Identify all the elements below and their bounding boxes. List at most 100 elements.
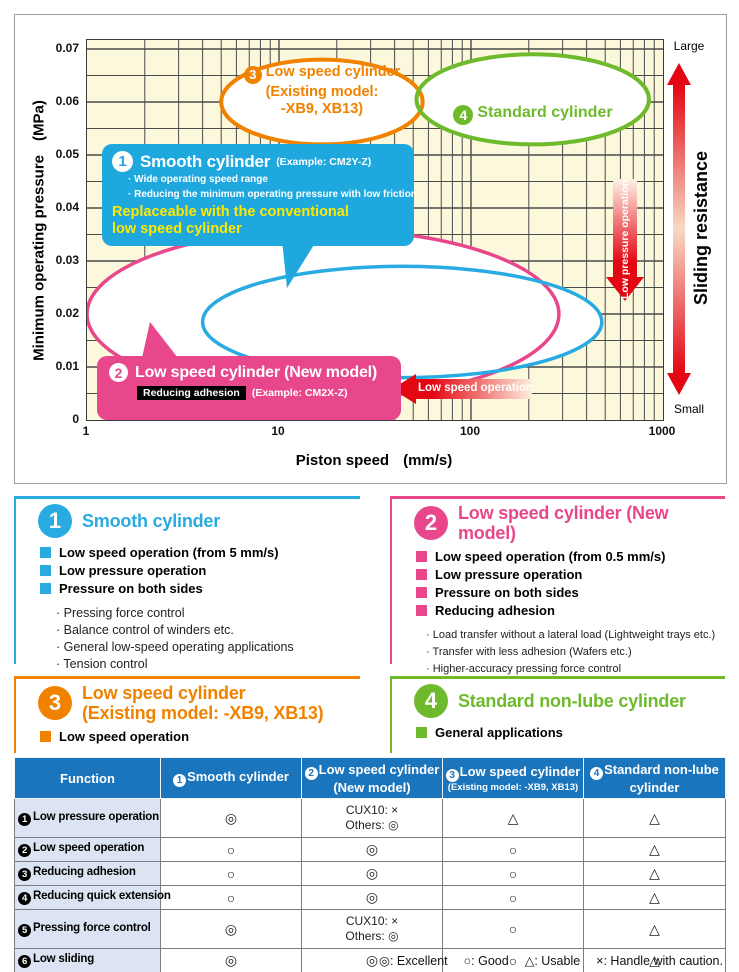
- row-number-badge: 3: [18, 868, 31, 881]
- bullet-square-icon: [416, 569, 427, 580]
- section-low-speed-existing: 3 Low speed cylinder (Existing model: -XB9…: [14, 676, 360, 753]
- table-row: 6 Low sliding ◎ ◎ ○ △: [14, 948, 726, 972]
- header-number-badge: 1: [173, 774, 187, 787]
- plot-area: 3 Low speed cylinder (Existing model: -XB…: [86, 39, 664, 421]
- rating-cell: ○: [160, 885, 302, 910]
- region-label-standard-cylinder: 4 Standard cylinder: [431, 104, 635, 125]
- rating-cell: △: [583, 861, 726, 886]
- function-label: 6 Low sliding: [14, 948, 161, 972]
- y-tick-label: 0.05: [55, 147, 79, 161]
- rating-cell: ○: [442, 909, 584, 949]
- section-header: 3 Low speed cylinder (Existing model: -XB9…: [38, 683, 360, 723]
- feature-item: Pressure on both sides: [40, 580, 360, 598]
- rating-cell: ◎: [301, 861, 443, 886]
- arrow-down-head-icon: [606, 277, 644, 301]
- x-tick-label: 1: [82, 424, 90, 438]
- y-tick-label: 0.04: [55, 200, 79, 214]
- table-header-row: Function 1 Smooth cylinder 2 Low speed cylin…: [14, 757, 726, 799]
- feature-item: Low speed operation (from 0.5 mm/s): [416, 548, 725, 566]
- section-title: Standard non-lube cylinder: [458, 691, 686, 711]
- callout-title: Smooth cylinder: [140, 151, 271, 171]
- region-ellipse-low-speed-existing: [221, 59, 423, 145]
- arrow-shaft: [613, 179, 637, 277]
- application-item: · Load transfer without a lateral load (…: [426, 629, 716, 641]
- application-item: · Higher-accuracy pressing force control: [426, 663, 622, 675]
- section-subtitle: (Existing model: -XB9, XB13): [82, 703, 324, 723]
- legend-item: ○: Good: [463, 954, 509, 968]
- row-number-badge: 4: [18, 892, 31, 905]
- low-speed-new-callout: 2 Low speed cylinder (New model) Reducin…: [97, 356, 401, 420]
- table-row: 5 Pressing force control ◎ CUX10: × Others: …: [14, 909, 726, 949]
- header-number-badge: 4: [590, 766, 604, 780]
- application-item: · Balance control of winders etc.: [56, 623, 234, 637]
- x-tick-label: 10: [271, 424, 285, 438]
- section-low-speed-new: 2 Low speed cylinder (New model) Low speed…: [390, 496, 725, 675]
- region-label-existing-model: 3 Low speed cylinder (Existing model: -XB…: [220, 64, 424, 118]
- bullet-square-icon: [416, 587, 427, 598]
- reducing-adhesion-badge: Reducing adhesion: [137, 386, 246, 400]
- rating-cell: △: [583, 837, 726, 862]
- rating-cell: ○: [442, 885, 584, 910]
- feature-item: Low pressure operation: [416, 566, 725, 584]
- header-number-badge: 2: [304, 766, 318, 780]
- application-item: · Transfer with less adhesion (Wafers et…: [426, 646, 632, 658]
- column-header: Function: [14, 757, 161, 799]
- y-tick-label: 0.06: [55, 94, 79, 108]
- feature-item: Low speed operation: [40, 728, 360, 746]
- function-label: 5 Pressing force control: [14, 909, 161, 949]
- feature-item: Low speed operation (from 5 mm/s): [40, 544, 360, 562]
- rating-cell: ◎: [160, 909, 302, 949]
- bullet-square-icon: [40, 565, 51, 576]
- column-header: 2 Low speed cylinder (New model): [301, 757, 443, 799]
- rating-cell: △: [583, 948, 726, 972]
- bullet-square-icon: [40, 583, 51, 594]
- callout-title: Low speed cylinder (New model): [135, 363, 378, 381]
- application-item: · Tension control: [56, 657, 148, 671]
- function-label: 3 Reducing adhesion: [14, 861, 161, 886]
- sliding-resistance-label: Sliding resistance: [691, 150, 711, 306]
- function-comparison-table: Function 1 Smooth cylinder 2 Low speed cylin…: [14, 757, 726, 972]
- x-tick-label: 100: [459, 424, 481, 438]
- application-item: · Pressing force control: [56, 606, 185, 620]
- feature-item: Low pressure operation: [40, 562, 360, 580]
- y-axis-title: Minimum operating pressure(MPa): [30, 100, 48, 361]
- y-tick-label: 0.07: [55, 41, 79, 55]
- rating-cell: ◎: [301, 885, 443, 910]
- rating-cell: △: [442, 798, 584, 838]
- rating-cell: ○: [160, 861, 302, 886]
- arrow-shaft: [414, 379, 532, 399]
- number-1-badge: 1: [112, 151, 133, 172]
- x-axis-title: Piston speed (mm/s): [295, 452, 453, 469]
- rating-cell: △: [583, 798, 726, 838]
- rating-cell: ◎: [160, 798, 302, 838]
- callout-example: (Example: CM2X-Z): [251, 387, 348, 399]
- y-tick-label: 0: [72, 412, 79, 426]
- sliding-resistance-arrow: [667, 63, 691, 395]
- arrow-shaft: [673, 85, 685, 373]
- function-label: 4 Reducing quick extension: [14, 885, 171, 910]
- section-title: Low speed cylinder: [82, 683, 246, 703]
- bullet-square-icon: [416, 605, 427, 616]
- rating-cell: △: [583, 885, 726, 910]
- row-number-badge: 2: [18, 844, 31, 857]
- legend-item: △: Usable: [524, 954, 581, 968]
- row-number-badge: 6: [18, 955, 31, 968]
- number-4-badge: 4: [453, 105, 474, 125]
- callout-tail: [282, 240, 317, 288]
- header-number-badge: 3: [445, 768, 459, 782]
- table-row: 4 Reducing quick extension ○ ◎ ○ △: [14, 885, 726, 910]
- callout-highlight: Replaceable with the conventional low sp…: [112, 204, 349, 237]
- y-tick-label: 0.03: [55, 253, 79, 267]
- number-2-badge: 2: [109, 363, 128, 382]
- table-row: 3 Reducing adhesion ○ ◎ ○ △: [14, 861, 726, 886]
- table-legend: ◎: Excellent ○: Good △: Usable ×: Handle wi…: [363, 953, 723, 968]
- column-header: 3 Low speed cylinder (Existing model: -XB9…: [442, 757, 584, 799]
- x-tick-label: 1000: [648, 424, 676, 438]
- section-title: Low speed cylinder (New model): [458, 503, 669, 543]
- callout-point: · Wide operating speed range: [128, 174, 268, 185]
- y-tick-label: 0.01: [55, 359, 79, 373]
- region-ellipse-standard: [414, 52, 651, 147]
- feature-item: Reducing adhesion: [416, 602, 725, 620]
- smooth-cylinder-callout: 1 Smooth cylinder (Example: CM2Y-Z) · Wi…: [102, 144, 417, 246]
- table-row: 1 Low pressure operation ◎ CUX10: × Others: …: [14, 798, 726, 838]
